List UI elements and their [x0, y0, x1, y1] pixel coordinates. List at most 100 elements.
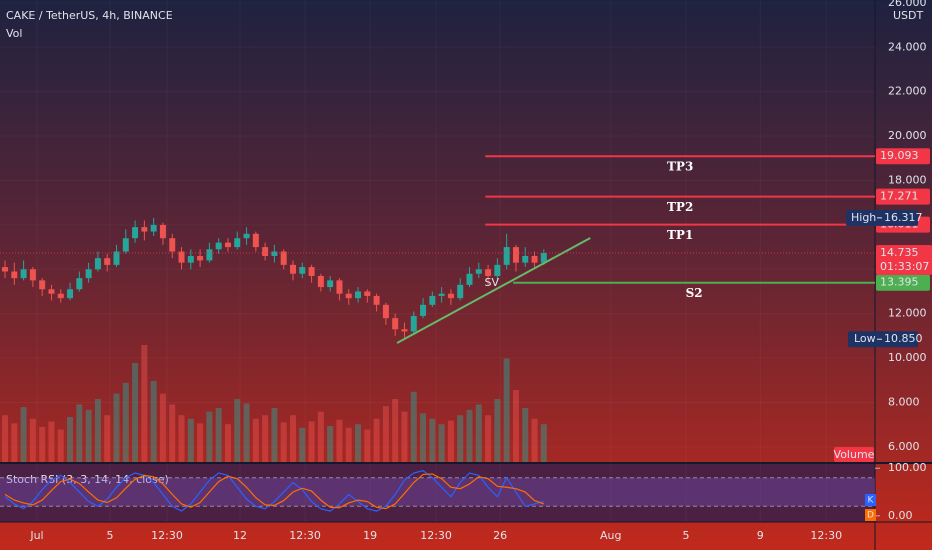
volume-bar — [466, 409, 473, 462]
candle-body — [299, 267, 306, 274]
candle-body — [317, 275, 324, 288]
candle-body — [271, 251, 278, 256]
volume-bar — [494, 399, 501, 462]
candle-body — [522, 255, 529, 263]
candle-body — [20, 269, 27, 279]
x-tick-label: 12 — [233, 529, 247, 542]
x-tick-label: Jul — [29, 529, 43, 542]
stoch-legend-label: D — [867, 511, 874, 521]
indicator-label: Vol — [6, 27, 22, 40]
volume-bar — [299, 427, 306, 462]
volume-bar — [429, 418, 436, 462]
candle-body — [234, 238, 241, 248]
level-value: 19.093 — [880, 149, 919, 162]
volume-bar — [29, 418, 36, 462]
volume-bar — [271, 408, 278, 462]
x-tick-label: 5 — [682, 529, 689, 542]
stoch-tick-label: 100.00 — [888, 461, 927, 474]
volume-bar — [20, 407, 27, 462]
candle-body — [252, 233, 259, 248]
volume-bar — [215, 408, 222, 462]
candle-body — [187, 255, 194, 263]
candle-body — [215, 242, 222, 250]
candle-body — [382, 304, 389, 319]
volume-bar — [420, 413, 427, 462]
candle-body — [113, 251, 120, 265]
candle-body — [169, 238, 176, 252]
candle-body — [159, 224, 166, 239]
y-tick-label: 10.000 — [888, 351, 927, 364]
volume-bar — [76, 404, 83, 462]
candle-body — [67, 289, 74, 299]
volume-bar — [104, 415, 111, 462]
volume-bar — [113, 393, 120, 462]
candle-body — [57, 293, 64, 299]
volume-bar — [438, 424, 445, 462]
candle-body — [327, 280, 334, 288]
candle-body — [178, 251, 185, 263]
volume-bar — [243, 403, 250, 462]
y-tick-label: 22.000 — [888, 85, 927, 98]
level-tag — [876, 148, 930, 165]
last-tag — [876, 244, 932, 275]
trendline — [396, 237, 591, 344]
y-tick-label: 18.000 — [888, 173, 927, 186]
candle-body — [122, 238, 129, 252]
x-tick-label: 12:30 — [420, 529, 452, 542]
volume-bar — [447, 420, 454, 462]
y-tick-label: 20.000 — [888, 129, 927, 142]
candle-body — [48, 289, 55, 294]
volume-bar — [392, 399, 399, 462]
x-tick-label: Aug — [600, 529, 621, 542]
low-tag — [848, 331, 918, 348]
candle-body — [224, 242, 231, 248]
volume-bar — [39, 426, 46, 462]
candle-body — [503, 247, 510, 265]
currency-label: USDT — [893, 9, 924, 22]
last-value: 14.735 — [880, 246, 919, 259]
candle-body — [540, 252, 547, 263]
volume-bar — [159, 393, 166, 462]
candle-body — [308, 267, 315, 276]
stoch-legend-label: K — [868, 496, 875, 506]
candle-body — [76, 278, 83, 290]
candle-body — [289, 264, 296, 274]
candle-body — [11, 271, 18, 279]
level-value: 17.271 — [880, 190, 919, 203]
candle-body — [420, 304, 427, 316]
candle-body — [85, 269, 92, 279]
candle-body — [355, 291, 362, 299]
volume-bar — [48, 421, 55, 462]
volume-bar — [355, 424, 362, 462]
stoch-pane — [0, 463, 875, 522]
volume-bar — [280, 422, 287, 462]
volume-bar — [336, 419, 343, 462]
volume-bar — [197, 423, 204, 462]
volume-tag — [834, 447, 874, 462]
y-tick-label: 6.000 — [888, 440, 920, 453]
candle-body — [104, 258, 111, 265]
high-label: High — [851, 211, 876, 224]
volume-bar — [169, 404, 176, 462]
annotation: SV — [485, 276, 500, 289]
x-tick-label: 12:30 — [289, 529, 321, 542]
volume-bar — [531, 418, 538, 462]
candle-body — [475, 269, 482, 274]
candle-body — [429, 295, 436, 305]
countdown: 01:33:07 — [880, 260, 929, 273]
candle-body — [280, 251, 287, 265]
stoch-legend-tag — [865, 494, 876, 506]
y-tick-label: 26.000 — [888, 0, 927, 9]
level-label: TP3 — [667, 160, 693, 174]
x-tick-label: 12:30 — [151, 529, 183, 542]
candle-body — [438, 293, 445, 296]
volume-bar — [522, 408, 529, 462]
volume-bar — [252, 418, 259, 462]
volume-bar — [132, 363, 139, 462]
volume-bar — [373, 418, 380, 462]
volume-bar — [11, 423, 18, 462]
plot — [2, 217, 547, 462]
volume-bar — [289, 415, 296, 462]
